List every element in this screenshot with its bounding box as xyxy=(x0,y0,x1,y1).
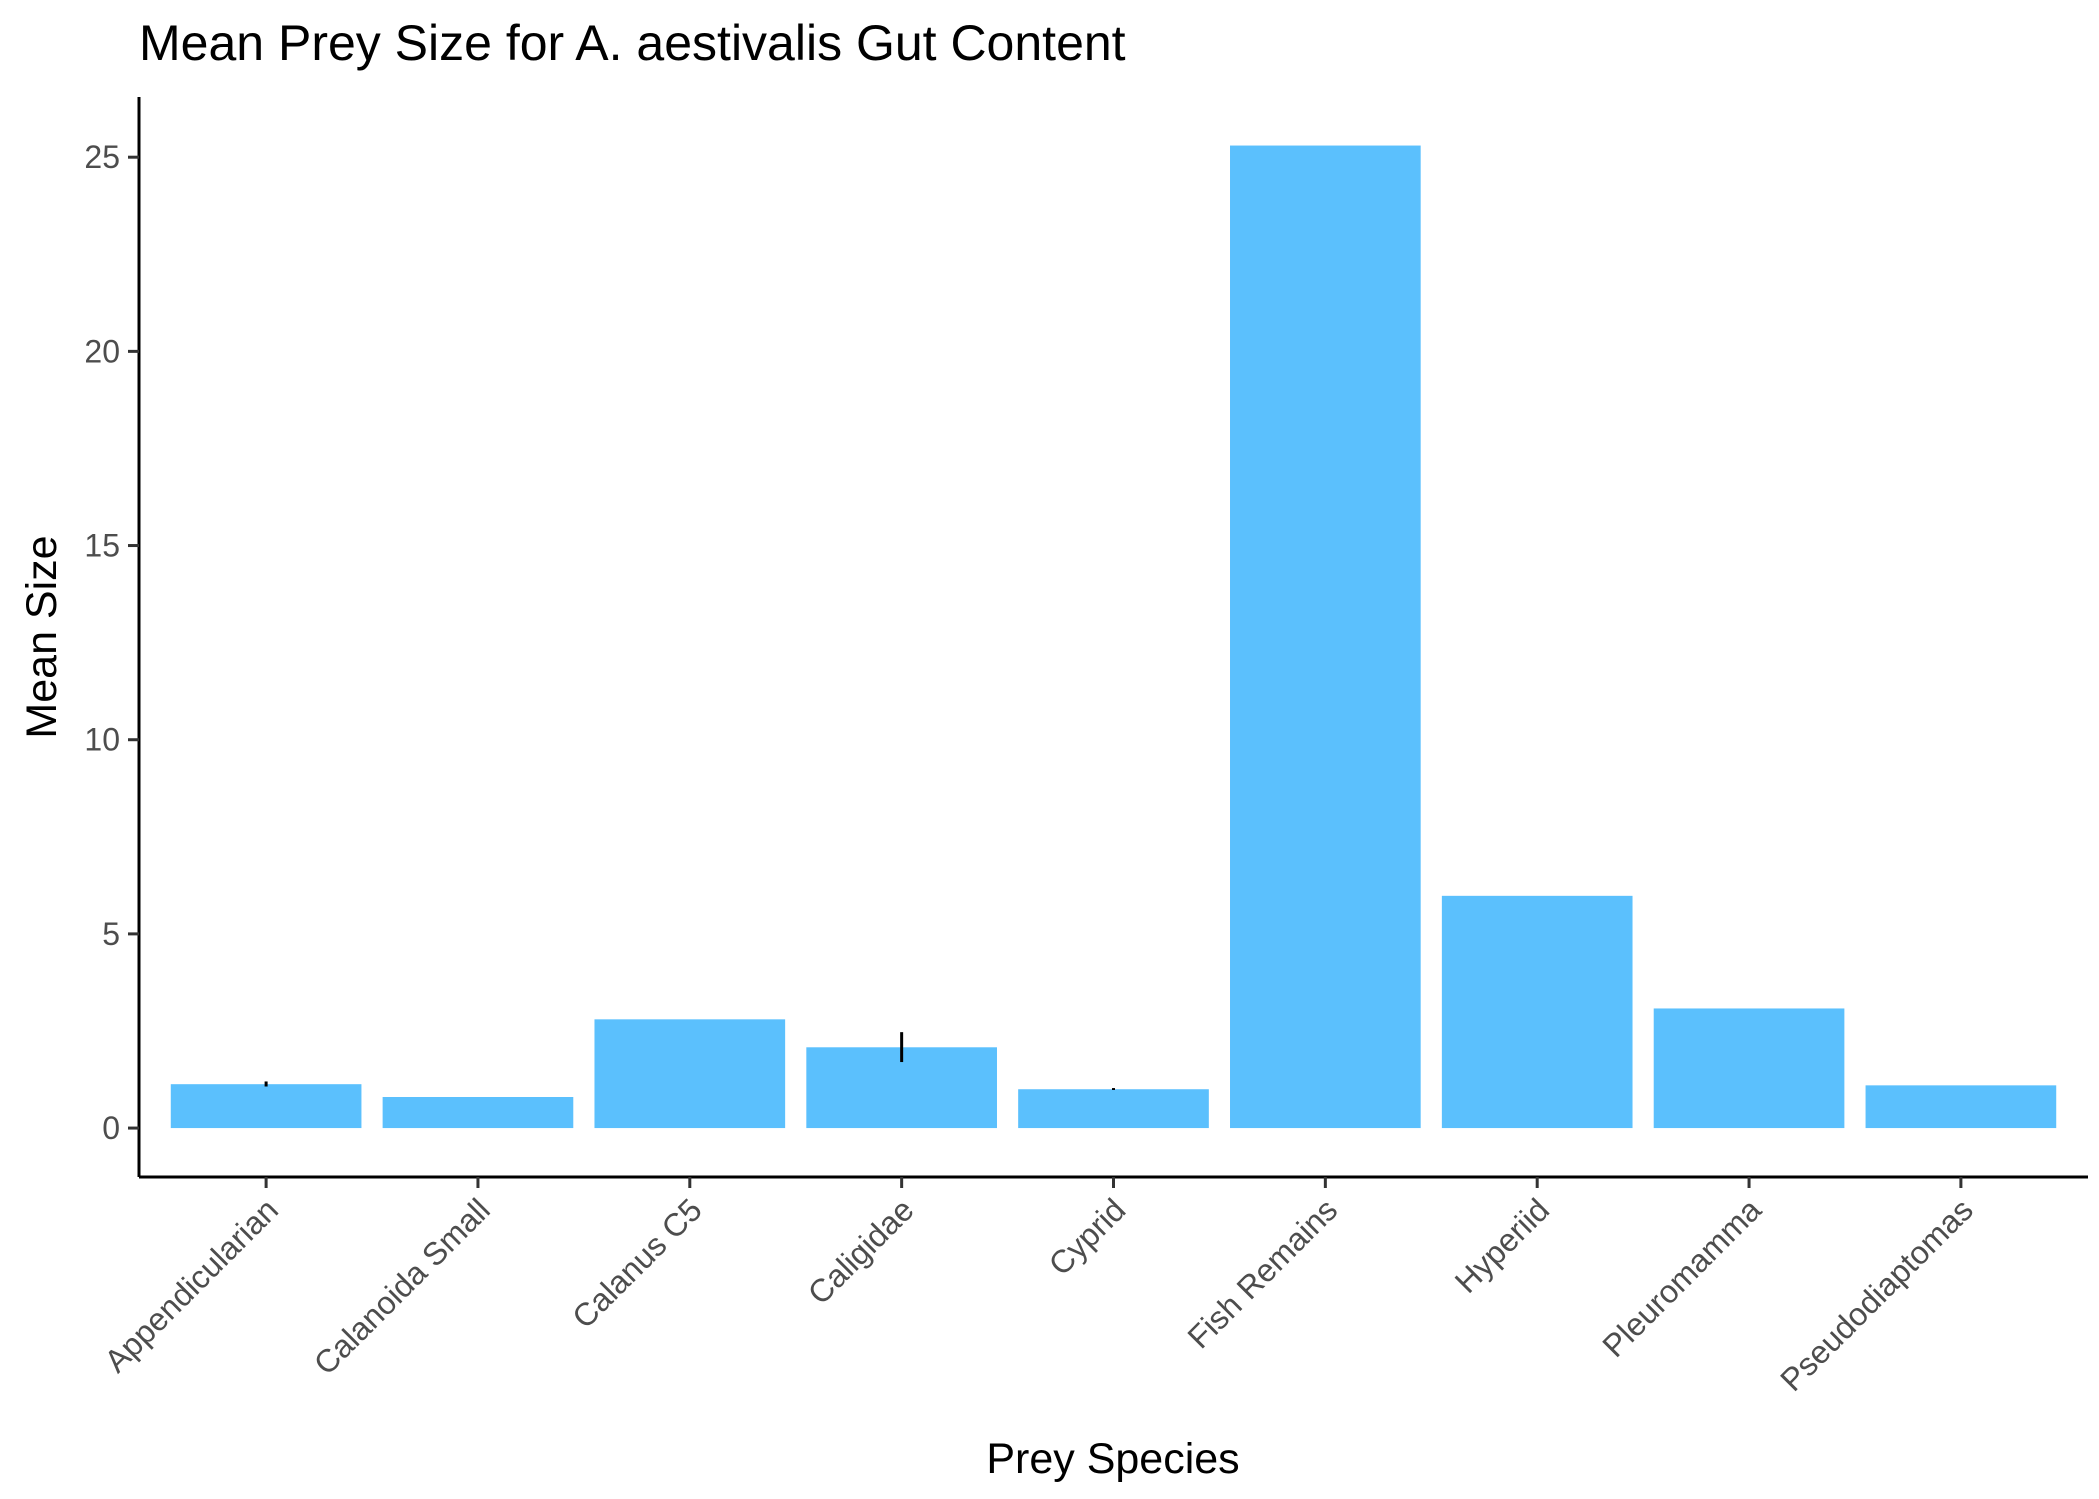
y-tick-label-4: 20 xyxy=(84,333,120,369)
bar-2 xyxy=(594,1019,786,1129)
y-tick-label-0: 0 xyxy=(102,1110,120,1146)
y-tick-label-5: 25 xyxy=(84,139,120,175)
x-tick-label-0: Appendicularian xyxy=(97,1191,285,1379)
x-axis-title: Prey Species xyxy=(986,1435,1239,1483)
x-tick-label-3: Caligidae xyxy=(801,1191,921,1311)
bar-1 xyxy=(382,1097,574,1129)
x-tick-label-4: Cyprid xyxy=(1042,1191,1133,1282)
error-bars-group xyxy=(264,1032,1115,1091)
x-tick-label-1: Calanoida Small xyxy=(307,1191,497,1381)
x-tick-label-2: Calanus C5 xyxy=(565,1191,709,1335)
bars-group xyxy=(170,145,2057,1129)
bar-6 xyxy=(1441,895,1633,1129)
x-tick-label-5: Fish Remains xyxy=(1181,1191,1345,1355)
x-tick-label-6: Hyperiid xyxy=(1448,1191,1556,1299)
y-axis-ticks: 0 5 10 15 20 25 xyxy=(84,139,139,1146)
y-tick-label-2: 10 xyxy=(84,722,120,758)
bar-5 xyxy=(1230,145,1421,1129)
x-axis-ticks: Appendicularian Calanoida Small Calanus C5… xyxy=(97,1177,1980,1398)
x-tick-label-7: Pleuromamma xyxy=(1595,1191,1768,1364)
chart-title: Mean Prey Size for A. aestivalis Gut Con… xyxy=(139,15,1126,71)
bar-7 xyxy=(1653,1008,1845,1129)
x-tick-label-8: Pseudodiaptomas xyxy=(1773,1191,1980,1398)
bar-8 xyxy=(1865,1085,2057,1129)
y-axis-title: Mean Size xyxy=(18,535,66,738)
y-tick-label-3: 15 xyxy=(84,528,120,564)
bar-4 xyxy=(1018,1089,1209,1129)
bar-0 xyxy=(170,1084,362,1129)
y-tick-label-1: 5 xyxy=(102,916,120,952)
